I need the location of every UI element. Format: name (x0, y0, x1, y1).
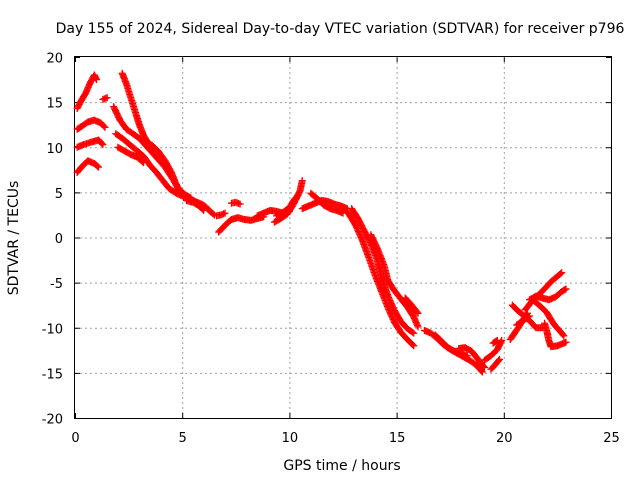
series-track-37 (541, 319, 570, 351)
series-track-15 (228, 198, 244, 208)
series-track-13 (213, 209, 229, 220)
x-axis-label: GPS time / hours (283, 458, 400, 474)
chart-title: Day 155 of 2024, Sidereal Day-to-day VTE… (56, 21, 625, 37)
series-track-14 (215, 213, 268, 236)
data-point (524, 313, 532, 321)
y-tick-label: 5 (55, 187, 63, 202)
data-point (410, 342, 418, 350)
data-point (414, 309, 422, 317)
data-point (492, 337, 500, 345)
series-track-4 (73, 157, 103, 177)
data-point (477, 367, 485, 375)
series-track-8 (112, 130, 190, 202)
data-point (92, 76, 100, 84)
data-point (561, 286, 569, 294)
data-point (298, 177, 306, 185)
x-tick-label: 10 (282, 431, 299, 446)
y-tick-label: 0 (55, 232, 63, 247)
data-point (493, 336, 501, 344)
data-point (293, 192, 301, 200)
data-point (559, 331, 567, 339)
series-track-36 (530, 297, 568, 340)
data-point (481, 363, 489, 371)
data-point (409, 341, 417, 349)
data-point (95, 163, 103, 171)
series-track-9 (114, 143, 148, 167)
series-track-23 (367, 231, 422, 331)
series-track-18 (273, 191, 302, 220)
series-track-30 (489, 336, 501, 347)
series-track-5 (99, 94, 111, 103)
series-track-1 (73, 71, 100, 112)
series-track-19 (298, 196, 351, 213)
series-track-35 (526, 285, 570, 304)
x-tick-label: 5 (179, 431, 187, 446)
x-tick-label: 15 (389, 431, 406, 446)
data-point (200, 206, 208, 214)
y-tick-label: -5 (50, 277, 63, 292)
data-point (103, 94, 111, 102)
series-track-24 (401, 294, 422, 317)
data-point (410, 329, 418, 337)
data-point (463, 352, 471, 360)
series-track-33 (513, 312, 534, 329)
data-point (526, 312, 534, 320)
series-track-3 (73, 136, 107, 151)
data-point (99, 141, 107, 149)
data-point (560, 332, 568, 340)
axis-ticks (74, 57, 612, 419)
series-track-27 (455, 344, 489, 371)
data-point (495, 356, 503, 364)
tick-labels: 0 5 10 15 20 25 -20 -15 -10 -5 0 5 10 15 20 (42, 52, 620, 447)
data-point (414, 323, 422, 331)
y-tick-label: -10 (42, 322, 63, 337)
data-point (558, 269, 566, 277)
series-track-29 (487, 355, 504, 373)
series-track-20 (307, 189, 347, 217)
y-tick-label: 15 (46, 97, 63, 112)
y-tick-label: 20 (46, 52, 63, 67)
data-point (478, 368, 486, 376)
data-point (496, 355, 504, 363)
data-point (562, 285, 570, 293)
data-points (73, 69, 570, 376)
series-track-12 (182, 196, 208, 214)
x-tick-label: 25 (603, 431, 620, 446)
data-point (408, 328, 416, 336)
data-point (221, 209, 229, 217)
x-tick-label: 20 (496, 431, 513, 446)
data-point (140, 159, 148, 167)
y-axis-label: SDTVAR / TECUs (6, 181, 22, 296)
data-point (139, 158, 147, 166)
data-point (413, 308, 421, 316)
y-tick-label: -20 (42, 413, 63, 428)
data-point (94, 162, 102, 170)
data-point (480, 362, 488, 370)
data-point (557, 270, 565, 278)
y-tick-label: 10 (46, 142, 63, 157)
data-point (101, 123, 109, 131)
x-tick-label: 0 (71, 431, 79, 446)
data-point (236, 200, 244, 208)
data-point (199, 205, 207, 213)
data-point (294, 191, 302, 199)
y-tick-label: -15 (42, 367, 63, 382)
data-point (562, 338, 570, 346)
series-track-10 (142, 138, 184, 196)
series-track-2 (73, 116, 109, 133)
grid (75, 57, 611, 418)
data-point (100, 122, 108, 130)
data-point (98, 139, 106, 147)
